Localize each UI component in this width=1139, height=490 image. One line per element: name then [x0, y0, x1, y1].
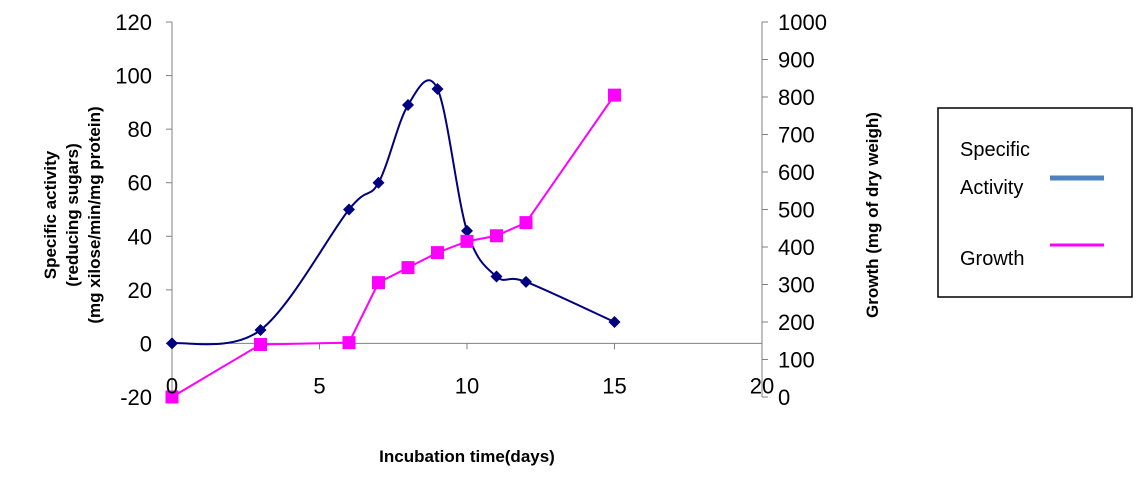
series-layer: [165, 79, 621, 404]
y-left-tick-label: 120: [115, 10, 152, 35]
point-growth: [372, 276, 385, 290]
point-specific-activity: [608, 316, 621, 328]
point-growth: [401, 261, 415, 275]
y-right-tick-label: 400: [778, 235, 815, 260]
point-specific-activity: [166, 337, 178, 350]
y-right-tick-label: 500: [778, 198, 815, 223]
x-axis-title: Incubation time(days): [379, 447, 555, 466]
y-left-tick-label: 20: [128, 278, 152, 303]
x-tick-label: 10: [455, 373, 479, 398]
series-line-growth: [171, 94, 616, 398]
y-left-tick-label: 100: [115, 64, 152, 89]
x-tick-label: 20: [750, 373, 774, 398]
legend: Specific Activity Growth: [937, 107, 1133, 298]
y-right-tick-label: 300: [778, 273, 815, 298]
y-left-tick-label: 80: [128, 117, 152, 142]
y-right-tick-label: 800: [778, 85, 815, 110]
y-right-tick-label: 900: [778, 48, 815, 73]
y-axis-left-title-line: (mg xilose/min/mg protein): [85, 106, 104, 323]
x-tick-label: 0: [166, 373, 178, 398]
x-tick-label: 5: [313, 373, 325, 398]
point-growth: [490, 229, 503, 243]
y-left-tick-label: 0: [140, 331, 152, 356]
point-specific-activity: [461, 224, 473, 237]
point-specific-activity: [490, 270, 503, 283]
y-left-tick-label: 40: [128, 224, 152, 249]
y-axis-left-title-line: Specific activity: [41, 150, 60, 279]
point-growth: [431, 246, 444, 260]
y-axis-right-title: Growth (mg of dry weigh): [863, 112, 882, 318]
legend-box: [937, 107, 1133, 298]
legend-label-growth: Growth: [960, 248, 1024, 270]
point-specific-activity: [254, 324, 267, 337]
point-specific-activity: [431, 82, 444, 95]
y-right-tick-label: 1000: [778, 10, 827, 35]
point-growth: [460, 234, 474, 248]
labels: 0 5 10 15 20-2002040608010012001002003004005…: [41, 10, 882, 466]
point-growth: [519, 216, 533, 230]
y-right-tick-label: 100: [778, 348, 815, 373]
legend-label-specific-activity: Specific: [960, 139, 1030, 161]
series-line-specific-activity: [171, 79, 615, 346]
point-specific-activity: [343, 203, 355, 216]
point-specific-activity: [372, 176, 385, 189]
y-left-tick-label: 60: [128, 171, 152, 196]
point-growth: [342, 336, 356, 350]
point-specific-activity: [520, 275, 532, 288]
x-tick-label: 15: [602, 373, 626, 398]
point-specific-activity: [402, 99, 414, 112]
y-right-tick-label: 200: [778, 310, 815, 335]
point-growth: [254, 338, 267, 351]
legend-label-specific-activity: Activity: [960, 177, 1023, 199]
y-right-tick-label: 600: [778, 160, 815, 185]
y-right-tick-label: 700: [778, 123, 815, 148]
point-growth: [608, 88, 621, 102]
y-left-tick-label: -20: [120, 385, 152, 410]
point-growth: [165, 390, 179, 404]
y-right-tick-label: 0: [778, 385, 790, 410]
y-axis-left-title-line: (reducing sugars): [63, 143, 82, 287]
